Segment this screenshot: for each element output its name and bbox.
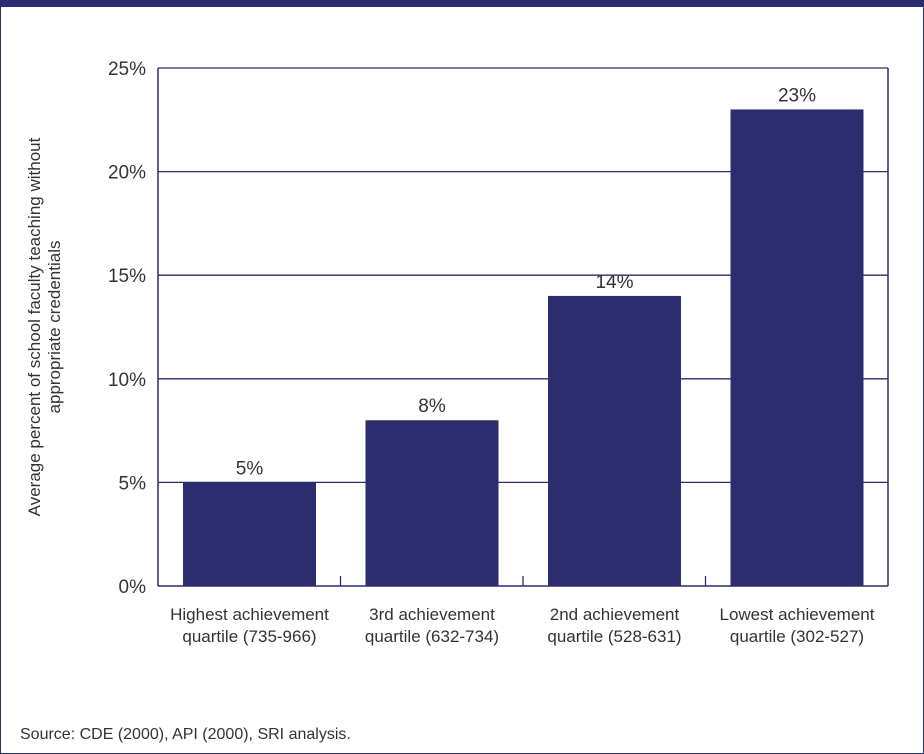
data-label: 8% <box>418 396 446 417</box>
data-labels: 5% 8% 14% 23% <box>236 85 816 479</box>
bar <box>365 420 499 586</box>
bar <box>183 482 316 586</box>
y-axis-label: Average percent of school faculty teachi… <box>25 137 64 516</box>
y-tick-label: 25% <box>108 59 146 80</box>
y-tick-label: 10% <box>108 370 146 391</box>
y-tick-labels: 0% 5% 10% 15% 20% 25% <box>108 59 146 598</box>
top-border-bar <box>0 0 924 7</box>
x-category-labels: Highest achievement quartile (735-966) 3rd… <box>170 605 875 646</box>
data-label: 5% <box>236 458 264 479</box>
bar <box>548 295 681 586</box>
bar-chart: 0% 5% 10% 15% 20% 25% Highest achievement quar… <box>25 59 889 646</box>
data-label: 14% <box>595 272 633 293</box>
y-tick-label: 5% <box>119 473 147 494</box>
bars <box>183 109 864 586</box>
x-category-label: 3rd achievement quartile (632-734) <box>365 605 499 646</box>
bar <box>730 109 864 586</box>
x-category-label: 2nd achievement quartile (528-631) <box>547 605 681 646</box>
x-category-label: Lowest achievement quartile (302-527) <box>720 605 875 646</box>
x-category-label: Highest achievement quartile (735-966) <box>170 605 329 646</box>
source-note: Source: CDE (2000), API (2000), SRI anal… <box>20 726 351 743</box>
y-tick-label: 0% <box>119 577 147 598</box>
data-label: 23% <box>778 85 816 106</box>
y-tick-label: 20% <box>108 163 146 184</box>
y-tick-label: 15% <box>108 266 146 287</box>
